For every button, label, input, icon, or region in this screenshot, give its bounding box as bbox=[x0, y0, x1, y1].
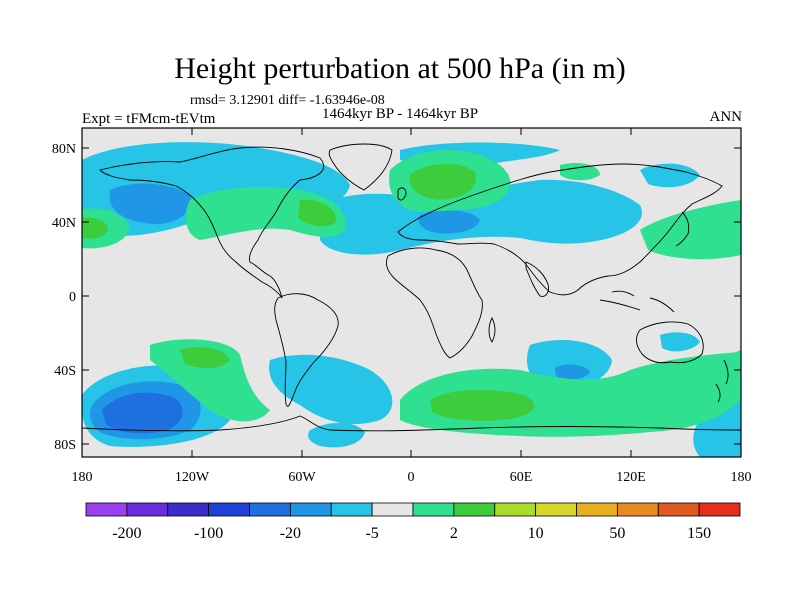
coastlines bbox=[82, 143, 741, 432]
colorbar-label: -100 bbox=[194, 525, 223, 542]
lat-tick-label: 40S bbox=[54, 364, 76, 379]
lon-tick-label: 0 bbox=[408, 470, 415, 485]
colorbar-label: -200 bbox=[112, 525, 141, 542]
lon-tick-label: 60W bbox=[288, 470, 316, 485]
negative-anomaly-antarctic-west bbox=[308, 422, 365, 448]
lon-tick-label: 60E bbox=[510, 470, 533, 485]
lon-tick-label: 120W bbox=[175, 470, 210, 485]
negative-anomaly-north-pacific-east bbox=[640, 163, 700, 188]
colorbar-swatch bbox=[126, 502, 169, 517]
colorbar-swatch bbox=[371, 502, 414, 517]
coast-eurasia bbox=[397, 163, 723, 296]
coast-madagascar bbox=[488, 316, 496, 343]
contour-fields bbox=[82, 142, 741, 457]
lon-tick-label: 180 bbox=[731, 470, 752, 485]
positive-anomaly-southern-ocean-core bbox=[430, 390, 535, 421]
axis-ticks: 80N 40N 0 40S 80S 180 120W 60W 0 60E 120E 180 bbox=[52, 128, 752, 485]
season-label: ANN bbox=[709, 109, 743, 125]
coast-new-zealand bbox=[715, 359, 729, 403]
period-label: 1464kyr BP - 1464kyr BP bbox=[322, 106, 479, 122]
colorbar-swatch bbox=[289, 502, 332, 517]
positive-anomaly-north-pacific-west-core bbox=[82, 217, 108, 239]
colorbar-swatch bbox=[330, 502, 373, 517]
positive-anomaly-south-pacific bbox=[150, 339, 270, 422]
lat-tick-label: 80N bbox=[52, 142, 76, 157]
negative-anomaly-pacific-east bbox=[660, 332, 700, 352]
colorbar-swatch bbox=[85, 502, 128, 517]
coast-south-america bbox=[274, 293, 339, 407]
negative-anomaly-south-america bbox=[269, 354, 393, 425]
colorbar-label: 150 bbox=[687, 525, 711, 542]
colorbar-swatch bbox=[249, 502, 291, 517]
coast-japan bbox=[675, 211, 690, 247]
negative-anomaly-south-pacific-core bbox=[102, 392, 183, 434]
colorbar-swatch bbox=[657, 502, 700, 517]
coast-antarctica bbox=[82, 415, 741, 432]
negative-anomaly-antarctic-east bbox=[693, 400, 741, 457]
lat-tick-label: 80S bbox=[54, 438, 76, 453]
colorbar-swatch bbox=[412, 502, 455, 517]
colorbar-label: -20 bbox=[280, 525, 301, 542]
colorbar-swatch bbox=[208, 502, 250, 517]
colorbar-swatch bbox=[616, 502, 659, 517]
lon-tick-label: 120E bbox=[616, 470, 646, 485]
colorbar-label: 50 bbox=[609, 525, 625, 542]
coast-greenland bbox=[328, 143, 393, 191]
coast-uk bbox=[397, 187, 407, 201]
colorbar: -200 -100 -20 -5 2 10 50 150 bbox=[85, 502, 741, 542]
positive-anomaly-russia bbox=[560, 163, 600, 181]
lon-tick-label: 180 bbox=[72, 470, 93, 485]
positive-anomaly-north-atlantic-core bbox=[298, 199, 337, 227]
colorbar-swatch bbox=[698, 502, 741, 517]
lat-tick-label: 40N bbox=[52, 216, 76, 231]
colorbar-swatch bbox=[576, 502, 618, 517]
negative-anomaly-south-indian-core bbox=[555, 364, 590, 380]
colorbar-label: 10 bbox=[528, 525, 544, 542]
coast-africa bbox=[385, 247, 483, 359]
colorbar-label: 2 bbox=[450, 525, 458, 542]
colorbar-swatch bbox=[494, 502, 537, 517]
positive-anomaly-europe-core bbox=[409, 164, 476, 200]
negative-anomaly-eurasia-core bbox=[418, 210, 480, 234]
coast-north-america bbox=[99, 146, 325, 299]
map-title: Height perturbation at 500 hPa (in m) bbox=[174, 52, 626, 85]
colorbar-swatch bbox=[453, 502, 496, 517]
coast-indonesia bbox=[599, 290, 675, 313]
stats-label: rmsd= 3.12901 diff= -1.63946e-08 bbox=[190, 93, 385, 108]
experiment-label: Expt = tFMcm-tEVtm bbox=[82, 111, 216, 127]
colorbar-swatch bbox=[167, 502, 210, 517]
colorbar-label: -5 bbox=[365, 525, 378, 542]
colorbar-swatch bbox=[535, 502, 577, 517]
coast-india bbox=[525, 261, 549, 297]
positive-anomaly-north-pacific-east bbox=[640, 200, 741, 260]
negative-anomaly-north-pacific-core bbox=[110, 183, 192, 224]
positive-anomaly-south-pacific-core bbox=[180, 347, 230, 369]
lat-tick-label: 0 bbox=[69, 290, 76, 305]
coast-australia bbox=[635, 321, 704, 364]
